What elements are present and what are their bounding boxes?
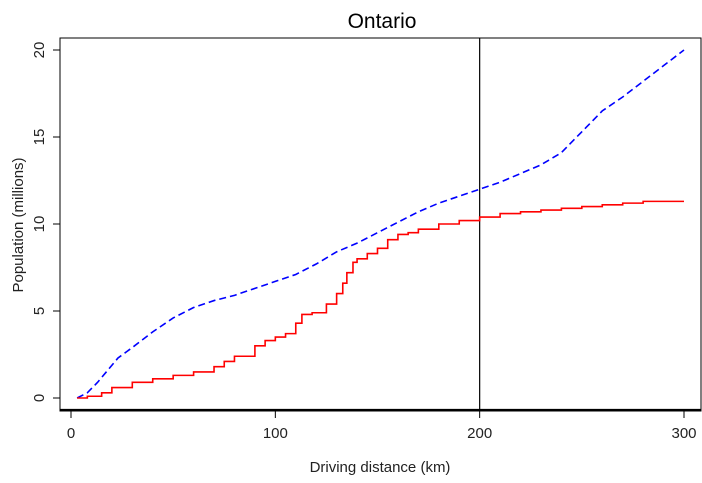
plot-frame bbox=[59, 37, 702, 412]
solid-series-line bbox=[77, 200, 684, 399]
x-tick-label: 300 bbox=[671, 425, 696, 442]
x-tick-label: 100 bbox=[263, 425, 288, 442]
x-tick-label: 200 bbox=[467, 425, 492, 442]
x-axis-ticks: 0 100 200 300 bbox=[67, 410, 697, 442]
y-tick-label: 15 bbox=[31, 129, 48, 146]
x-tick-label: 0 bbox=[67, 425, 75, 442]
y-tick-label: 10 bbox=[31, 216, 48, 233]
chart-title: Ontario bbox=[348, 10, 417, 33]
y-axis-ticks: 0 5 10 15 20 bbox=[31, 42, 60, 402]
series-layer bbox=[76, 49, 685, 399]
y-tick-label: 5 bbox=[31, 307, 48, 315]
y-tick-label: 20 bbox=[31, 42, 48, 59]
y-tick-label: 0 bbox=[31, 394, 48, 402]
y-axis-title: Population (millions) bbox=[10, 157, 27, 292]
dashed-series-line bbox=[76, 49, 685, 399]
x-axis-title: Driving distance (km) bbox=[310, 459, 451, 476]
